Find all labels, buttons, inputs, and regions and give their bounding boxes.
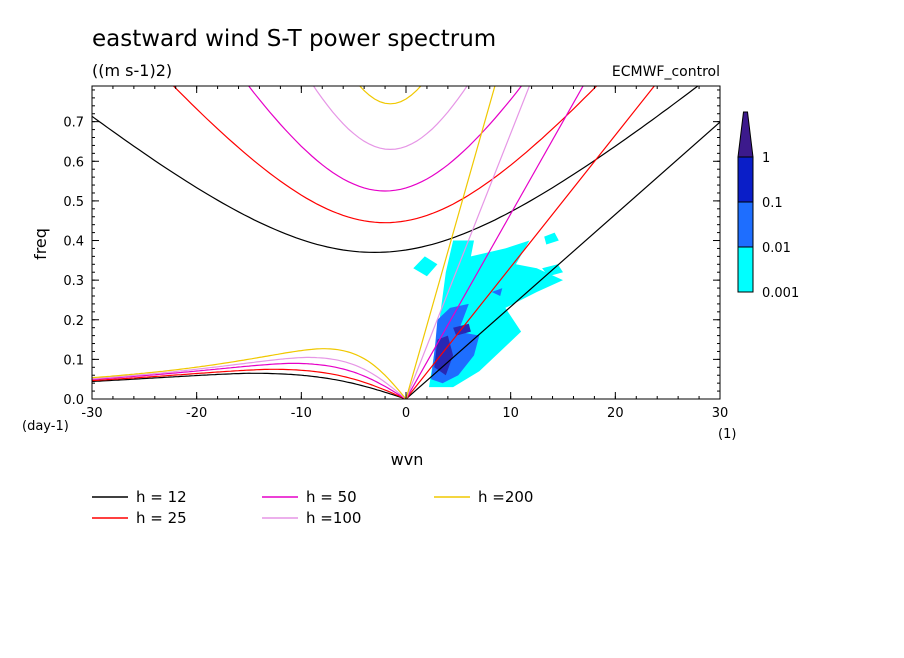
x-tick-label: 0	[402, 406, 410, 421]
legend-label: h = 25	[136, 509, 187, 527]
rossby-curve	[92, 368, 407, 399]
power-shading	[413, 232, 563, 388]
colorbar-label: 0.001	[762, 286, 799, 301]
plot-frame	[91, 85, 721, 400]
colorbar-box	[737, 156, 754, 203]
dispersion-curves	[92, 86, 720, 399]
colorbar-arrow	[737, 111, 754, 158]
chart-title: eastward wind S-T power spectrum	[92, 26, 496, 52]
y-tick-label: 0.4	[63, 235, 84, 250]
legend-label: h = 12	[136, 488, 187, 506]
y-tick-label: 0.1	[63, 353, 84, 368]
chart-source: ECMWF_control	[612, 64, 720, 80]
x-tick-label: -20	[186, 406, 207, 421]
y-tick-label: 0.2	[63, 314, 84, 329]
shade-0.001	[544, 232, 559, 245]
inertia-gravity-curve	[312, 86, 468, 151]
rossby-curve	[92, 356, 407, 399]
y-tick-label: 0.0	[63, 393, 84, 408]
shade-0.001	[450, 268, 503, 296]
y-axis-ticks: 0.0 0.1 0.2 0.3 0.4 0.5 0.6 0.7	[63, 89, 720, 408]
x-tick-label: -30	[81, 406, 102, 421]
kelvin-line	[405, 86, 531, 399]
inertia-gravity-curve	[247, 86, 523, 192]
colorbar-label: 1	[762, 151, 770, 166]
rossby-curve	[92, 372, 407, 399]
y-axis-title: freq	[31, 228, 50, 260]
x-axis-ticks: -30 -20 -10 0 10 20 30	[81, 86, 728, 421]
kelvin-line	[405, 86, 496, 399]
colorbar: 0.001 0.01 0.1 1	[737, 111, 799, 301]
y-tick-label: 0.5	[63, 195, 84, 210]
y-tick-label: 0.3	[63, 274, 84, 289]
x-tick-label: 10	[502, 406, 519, 421]
rossby-curve	[92, 362, 407, 399]
x-unit-label: (1)	[718, 427, 736, 442]
inertia-gravity-curve	[172, 86, 598, 224]
chart-units: ((m s-1)2)	[92, 61, 172, 80]
shade-0.1	[453, 323, 471, 336]
shade-0.001	[413, 256, 438, 277]
colorbar-box	[737, 201, 754, 248]
shade-0.01	[491, 288, 503, 296]
colorbar-label: 0.1	[762, 196, 783, 211]
inertia-gravity-curve	[359, 86, 422, 105]
x-axis-title: wvn	[391, 450, 424, 469]
colorbar-label: 0.01	[762, 241, 791, 256]
x-tick-label: 20	[607, 406, 624, 421]
colorbar-box	[737, 246, 754, 293]
legend-label: h = 50	[306, 488, 357, 506]
y-unit-label: (day-1)	[22, 419, 69, 434]
x-tick-label: -10	[291, 406, 312, 421]
inertia-gravity-curve	[92, 86, 699, 254]
y-tick-label: 0.7	[63, 116, 84, 131]
x-tick-label: 30	[712, 406, 729, 421]
rossby-curve	[92, 348, 407, 399]
kelvin-line	[405, 86, 656, 399]
legend-label: h =100	[306, 509, 361, 527]
legend-label: h =200	[478, 488, 533, 506]
kelvin-line	[405, 86, 584, 399]
legend: h = 12 h = 25 h = 50 h =100 h =200	[92, 488, 533, 527]
kelvin-line	[405, 121, 720, 399]
y-tick-label: 0.6	[63, 155, 84, 170]
